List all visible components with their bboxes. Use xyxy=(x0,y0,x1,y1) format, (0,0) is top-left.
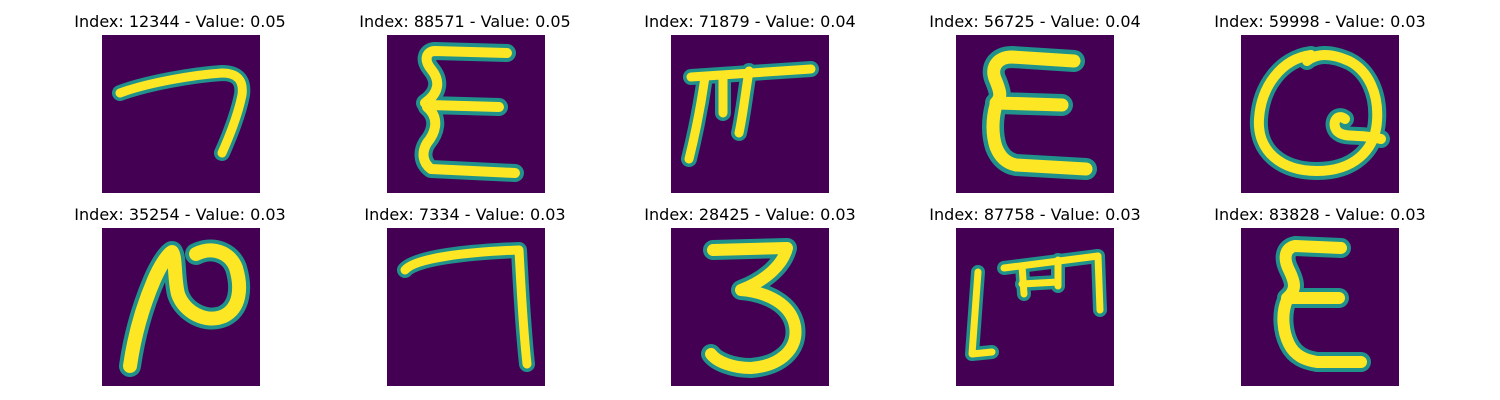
panel-title: Index: 59998 - Value: 0.03 xyxy=(1214,12,1426,31)
digit-image-tile xyxy=(671,35,829,193)
digit-image-tile xyxy=(956,228,1114,386)
panel-title: Index: 88571 - Value: 0.05 xyxy=(359,12,571,31)
panel-title: Index: 71879 - Value: 0.04 xyxy=(644,12,856,31)
panel-title: Index: 28425 - Value: 0.03 xyxy=(644,205,856,224)
panel-title: Index: 56725 - Value: 0.04 xyxy=(929,12,1141,31)
panel-title: Index: 12344 - Value: 0.05 xyxy=(74,12,286,31)
digit-image-tile xyxy=(1241,35,1399,193)
digit-image-tile xyxy=(387,228,545,386)
digit-image-tile xyxy=(1241,228,1399,386)
panel-title: Index: 83828 - Value: 0.03 xyxy=(1214,205,1426,224)
digit-image-tile xyxy=(956,35,1114,193)
panel-title: Index: 87758 - Value: 0.03 xyxy=(929,205,1141,224)
panel-title: Index: 7334 - Value: 0.03 xyxy=(364,205,566,224)
digit-image-tile xyxy=(102,228,260,386)
panel-title: Index: 35254 - Value: 0.03 xyxy=(74,205,286,224)
digit-image-tile xyxy=(102,35,260,193)
digit-image-tile xyxy=(671,228,829,386)
digit-image-tile xyxy=(387,35,545,193)
